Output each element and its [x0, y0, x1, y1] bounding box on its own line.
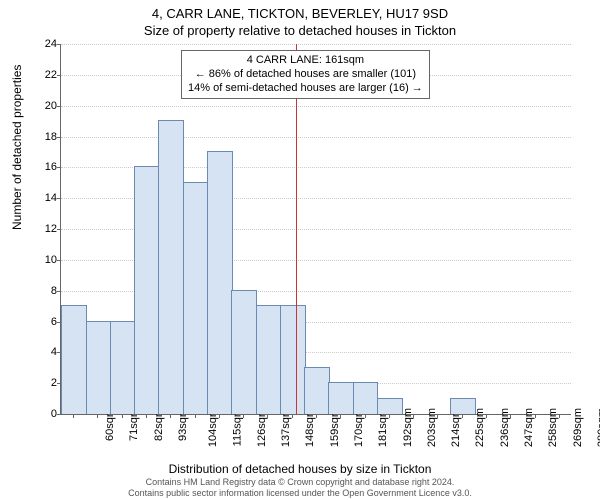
xtick-label: 269sqm: [572, 408, 584, 447]
xtick-mark: [146, 414, 147, 418]
histogram-bar: [134, 166, 160, 414]
reference-line: [296, 44, 297, 414]
xtick-mark: [340, 414, 341, 418]
xtick-mark: [437, 414, 438, 418]
xtick-mark: [97, 414, 98, 418]
xtick-mark: [170, 414, 171, 418]
ytick-label: 6: [33, 316, 57, 328]
annotation-line: 4 CARR LANE: 161sqm: [188, 54, 423, 68]
xtick-mark: [73, 414, 74, 418]
xtick-mark: [122, 414, 123, 418]
histogram-chart: 02468101214161820222460sqm71sqm82sqm93sq…: [60, 44, 570, 414]
xtick-mark: [365, 414, 366, 418]
ytick-label: 22: [33, 69, 57, 81]
xtick-mark: [510, 414, 511, 418]
ytick-label: 16: [33, 161, 57, 173]
xtick-label: 247sqm: [523, 408, 535, 447]
x-axis-label: Distribution of detached houses by size …: [0, 462, 600, 476]
annotation-line: ← 86% of detached houses are smaller (10…: [188, 68, 423, 82]
xtick-mark: [219, 414, 220, 418]
ytick-label: 2: [33, 377, 57, 389]
histogram-bar: [183, 182, 209, 414]
histogram-bar: [280, 305, 306, 414]
xtick-mark: [195, 414, 196, 418]
histogram-bar: [110, 321, 136, 415]
xtick-mark: [559, 414, 560, 418]
xtick-mark: [316, 414, 317, 418]
histogram-bar: [328, 382, 354, 414]
histogram-bar: [304, 367, 330, 414]
annotation-box: 4 CARR LANE: 161sqm← 86% of detached hou…: [181, 50, 430, 99]
xtick-label: 236sqm: [499, 408, 511, 447]
ytick-label: 4: [33, 346, 57, 358]
ytick-mark: [57, 229, 61, 230]
histogram-bar: [61, 305, 87, 414]
ytick-label: 0: [33, 408, 57, 420]
histogram-bar: [231, 290, 257, 414]
xtick-mark: [462, 414, 463, 418]
xtick-label: 203sqm: [426, 408, 438, 447]
histogram-bar: [158, 120, 184, 414]
ytick-label: 18: [33, 131, 57, 143]
ytick-label: 10: [33, 254, 57, 266]
ytick-mark: [57, 137, 61, 138]
ytick-label: 24: [33, 38, 57, 50]
annotation-line: 14% of semi-detached houses are larger (…: [188, 82, 423, 96]
histogram-bar: [377, 398, 403, 414]
ytick-label: 8: [33, 285, 57, 297]
histogram-bar: [256, 305, 282, 414]
xtick-label: 192sqm: [402, 408, 414, 447]
gridline: [61, 44, 571, 45]
xtick-mark: [292, 414, 293, 418]
histogram-bar: [450, 398, 476, 414]
xtick-label: 225sqm: [475, 408, 487, 447]
xtick-label: 258sqm: [547, 408, 559, 447]
xtick-mark: [535, 414, 536, 418]
ytick-mark: [57, 291, 61, 292]
ytick-mark: [57, 198, 61, 199]
ytick-mark: [57, 44, 61, 45]
ytick-mark: [57, 260, 61, 261]
xtick-label: 280sqm: [596, 408, 600, 447]
gridline: [61, 106, 571, 107]
xtick-mark: [413, 414, 414, 418]
histogram-bar: [86, 321, 112, 415]
ytick-mark: [57, 414, 61, 415]
histogram-bar: [353, 382, 379, 414]
ytick-mark: [57, 75, 61, 76]
xtick-mark: [267, 414, 268, 418]
xtick-mark: [389, 414, 390, 418]
y-axis-label: Number of detached properties: [10, 65, 24, 230]
ytick-label: 14: [33, 192, 57, 204]
gridline: [61, 137, 571, 138]
ytick-mark: [57, 167, 61, 168]
attribution-footer: Contains HM Land Registry data © Crown c…: [0, 477, 600, 498]
ytick-label: 20: [33, 100, 57, 112]
xtick-mark: [243, 414, 244, 418]
footer-line-1: Contains HM Land Registry data © Crown c…: [0, 477, 600, 487]
page-title-address: 4, CARR LANE, TICKTON, BEVERLEY, HU17 9S…: [0, 0, 600, 21]
xtick-mark: [486, 414, 487, 418]
histogram-bar: [207, 151, 233, 414]
footer-line-2: Contains public sector information licen…: [0, 488, 600, 498]
ytick-label: 12: [33, 223, 57, 235]
ytick-mark: [57, 106, 61, 107]
page-subtitle: Size of property relative to detached ho…: [0, 21, 600, 38]
